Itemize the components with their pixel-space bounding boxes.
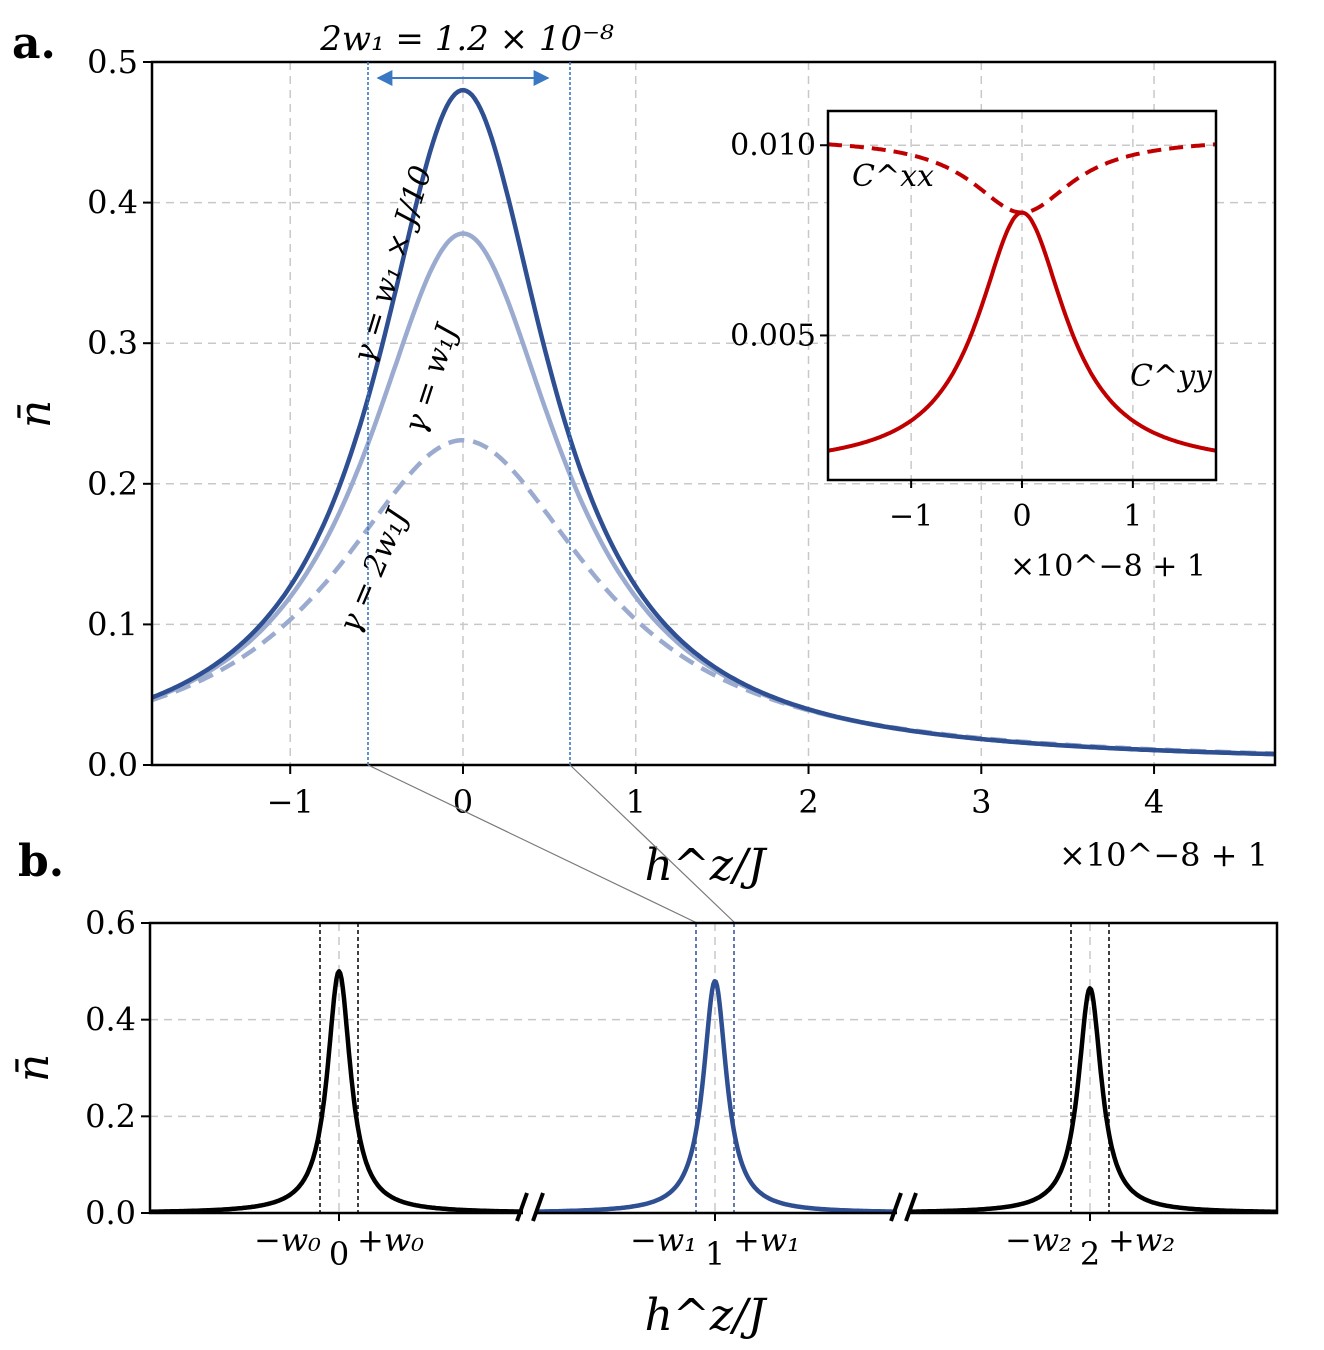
panel-b-ytick-label: 0.6 [85, 904, 136, 942]
panel-a-series-2 [152, 437, 1275, 756]
panel-b-center-label: 2 [1080, 1235, 1100, 1273]
panel-b-ylabel: n̄ [8, 1054, 59, 1082]
inset-label-cyy: C^yy [1130, 359, 1213, 394]
inset-label-cxx: C^xx [852, 159, 934, 194]
series-label-gamma-w1-J10: γ = w₁ × J/10 [346, 162, 439, 368]
panel-a-xlabel: h^z/J [645, 840, 768, 891]
axis-break-mark [531, 1192, 545, 1222]
panel-b-ticks: 0.0 0.2 0.4 0.6 [85, 904, 1091, 1232]
panel-b-plus-label: +w₀ [357, 1221, 424, 1259]
panel-a-xtick-label: 2 [798, 783, 818, 821]
panel-b-plus-label: +w₂ [1108, 1221, 1175, 1259]
inset-x-offset: ×10^−8 + 1 [1010, 549, 1206, 584]
zoom-connector-right [569, 764, 736, 924]
panel-a-ytick-label: 0.4 [87, 184, 138, 222]
inset-xtick-label: 0 [1012, 499, 1031, 534]
panel-a-xtick-label: −1 [267, 783, 314, 821]
inset-ticks: −1 0 1 0.005 0.010 [730, 128, 1142, 534]
panel-b-segment-0 [150, 969, 525, 1213]
panel-a-ytick-label: 0.3 [87, 324, 138, 362]
panel-b-curves [150, 969, 1277, 1213]
panel-b-ytick-label: 0.4 [85, 1001, 136, 1039]
panel-b-grid [150, 923, 1277, 1213]
panel-a-frame [150, 60, 1277, 767]
panel-a-xtick-label: 1 [626, 783, 646, 821]
panel-a-curves [152, 87, 1275, 757]
panel-a-label: a. [12, 18, 56, 69]
inset-ytick-label: 0.010 [730, 128, 816, 163]
inset-xtick-label: 1 [1123, 499, 1142, 534]
panel-a-ytick-label: 0.1 [87, 605, 138, 643]
panel-a-x-offset: ×10^−8 + 1 [1059, 836, 1268, 874]
panel-b-plus-label: +w₁ [733, 1221, 800, 1259]
panel-a-xtick-label: 3 [971, 783, 991, 821]
panel-a-ytick-label: 0.0 [87, 746, 138, 784]
panel-b: 0.0 0.2 0.4 0.6 0−w₀ +w₀ 1−w₁ +w₁ 2−w₂ +w₂ b. h^… [8, 836, 1279, 1341]
panel-b-xlabel: h^z/J [645, 1290, 768, 1341]
axis-break-mark [904, 1192, 918, 1222]
panel-b-frame [148, 921, 1279, 1215]
panel-b-segment-2 [908, 986, 1277, 1213]
panel-a-ytick-label: 0.2 [87, 465, 138, 503]
panel-b-segment-1 [535, 978, 899, 1213]
inset-ytick-label: 0.005 [730, 318, 816, 353]
zoom-connector-left [367, 764, 698, 924]
panel-a-ticks: −1 0 1 2 3 4 0.0 0.1 0.2 0.3 0.4 0.5 [87, 43, 1164, 821]
panel-b-minus-label: −w₀ [254, 1221, 321, 1259]
width-annotation: 2w₁ = 1.2 × 10⁻⁸ [319, 19, 614, 59]
axis-break-mark [515, 1192, 529, 1222]
panel-a-ytick-label: 0.5 [87, 43, 138, 81]
panel-b-center-label: 1 [705, 1235, 725, 1273]
panel-b-label: b. [18, 836, 64, 887]
panel-a-xtick-label: 4 [1144, 783, 1164, 821]
panel-b-minus-label: −w₂ [1005, 1221, 1072, 1259]
panel-a-xtick-label: 0 [453, 783, 473, 821]
panel-b-tick-labels: 0−w₀ +w₀ 1−w₁ +w₁ 2−w₂ +w₂ [254, 1221, 1175, 1273]
panel-b-ytick-label: 0.2 [85, 1097, 136, 1135]
axis-break-mark [889, 1192, 903, 1222]
panel-a-ylabel: n̄ [10, 400, 61, 428]
panel-b-minus-label: −w₁ [630, 1221, 697, 1259]
inset-xtick-label: −1 [889, 499, 933, 534]
panel-b-axis-breaks [515, 1192, 918, 1222]
inset-series-1 [828, 210, 1216, 453]
panel-a-series-0 [152, 87, 1275, 757]
inset-grid [828, 111, 1216, 480]
inset-curves [828, 142, 1216, 453]
panel-a: −1 0 1 2 3 4 0.0 0.1 0.2 0.3 0.4 0.5 2w₁ = 1.2 × 10… [10, 18, 1277, 891]
inset: −1 0 1 0.005 0.010 C^xx C^yy ×10^−8 + 1 [730, 109, 1218, 584]
panel-b-center-label: 0 [329, 1235, 349, 1273]
panel-b-ytick-label: 0.0 [85, 1194, 136, 1232]
